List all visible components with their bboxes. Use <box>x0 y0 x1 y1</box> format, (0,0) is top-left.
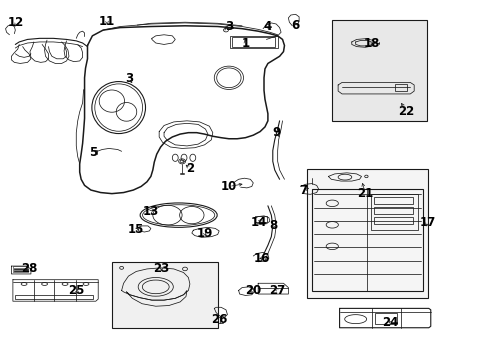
Text: 22: 22 <box>397 105 414 118</box>
Text: 6: 6 <box>291 19 299 32</box>
Bar <box>306 168 427 298</box>
Text: 2: 2 <box>185 162 194 175</box>
Text: 3: 3 <box>224 20 232 33</box>
Text: 19: 19 <box>196 226 212 239</box>
Bar <box>13 269 28 270</box>
Text: 3: 3 <box>124 72 133 85</box>
Bar <box>13 266 28 268</box>
Text: 12: 12 <box>8 17 24 30</box>
Text: 24: 24 <box>382 316 398 329</box>
Bar <box>373 207 412 214</box>
Text: 7: 7 <box>298 184 306 197</box>
Text: 23: 23 <box>153 262 169 275</box>
Bar <box>255 216 267 222</box>
Text: 17: 17 <box>418 216 435 229</box>
Bar <box>311 189 422 291</box>
Bar <box>232 37 275 46</box>
Bar <box>13 271 28 272</box>
Bar <box>112 262 218 328</box>
Text: 21: 21 <box>357 187 373 200</box>
Text: 1: 1 <box>241 36 249 50</box>
Bar <box>373 217 412 224</box>
Text: 20: 20 <box>244 284 261 297</box>
Text: 15: 15 <box>128 223 144 236</box>
Text: 25: 25 <box>68 284 84 297</box>
Bar <box>229 36 277 48</box>
Text: 28: 28 <box>21 262 37 275</box>
Text: 9: 9 <box>271 126 280 139</box>
Text: 5: 5 <box>89 145 97 158</box>
Text: 14: 14 <box>250 216 267 229</box>
Text: 18: 18 <box>364 36 380 50</box>
Bar <box>373 197 412 204</box>
Bar <box>15 295 93 299</box>
Text: 13: 13 <box>142 205 159 218</box>
Bar <box>331 21 427 121</box>
Text: 27: 27 <box>269 284 285 297</box>
Text: 11: 11 <box>99 15 115 28</box>
Bar <box>394 84 406 91</box>
Text: 4: 4 <box>263 20 271 33</box>
Text: 26: 26 <box>210 312 227 326</box>
Bar <box>370 194 417 230</box>
Text: 16: 16 <box>253 252 269 265</box>
Text: 8: 8 <box>269 219 277 233</box>
Text: 10: 10 <box>220 180 237 193</box>
Bar <box>374 314 396 324</box>
